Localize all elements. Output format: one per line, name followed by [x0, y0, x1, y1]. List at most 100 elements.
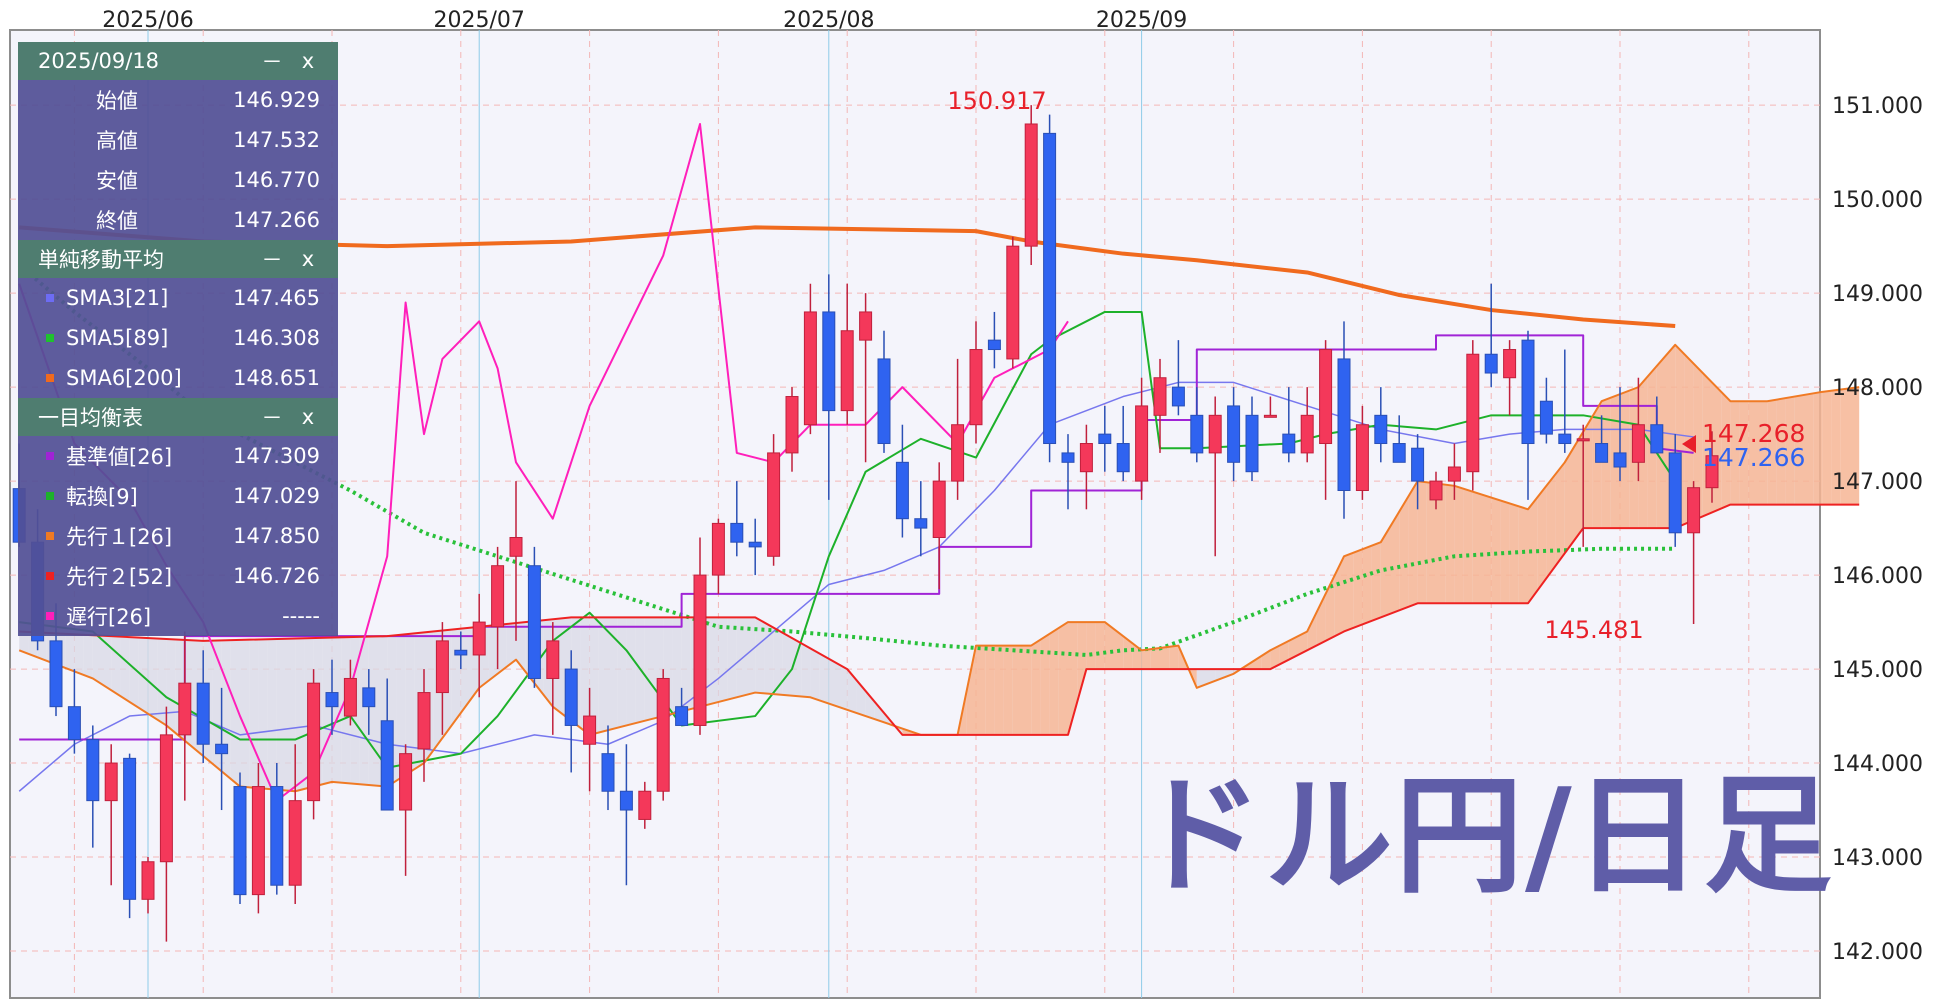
- ichimoku-value: 146.726: [233, 564, 320, 588]
- ichimoku-cloud-segment: [1436, 483, 1446, 604]
- candle-body: [748, 541, 762, 548]
- candle-body: [141, 861, 155, 900]
- ichimoku-cloud-segment: [1307, 612, 1317, 651]
- ichimoku-cloud-segment: [1077, 622, 1087, 702]
- candle-body: [307, 682, 321, 802]
- candle-body: [67, 706, 81, 741]
- ichimoku-cloud-segment: [1270, 645, 1280, 670]
- ichimoku-cloud-segment: [1316, 593, 1326, 646]
- candle-body: [1006, 245, 1020, 360]
- ichimoku-cloud-segment: [874, 701, 884, 723]
- ichimoku-cloud-segment: [1224, 669, 1234, 678]
- close-button[interactable]: x: [301, 405, 315, 429]
- ichimoku-cloud-segment: [672, 617, 682, 714]
- ichimoku-cloud-segment: [1748, 401, 1758, 505]
- ichimoku-cloud-segment: [1160, 646, 1170, 670]
- ichimoku-cloud-segment: [626, 617, 636, 726]
- ichimoku-cloud-segment: [681, 617, 691, 712]
- ichimoku-cloud-segment: [249, 639, 259, 789]
- ohlc-label: 安値: [96, 169, 138, 193]
- legend-swatch: [46, 572, 54, 580]
- y-tick-label: 150.000: [1832, 188, 1923, 213]
- ichimoku-cloud-segment: [102, 635, 112, 691]
- ichimoku-cloud-segment: [1546, 474, 1556, 579]
- series-line: [19, 225, 1676, 329]
- ichimoku-cloud-segment: [1583, 416, 1593, 529]
- ichimoku-row: 転換[9] 147.029: [18, 476, 338, 516]
- ichimoku-cloud-segment: [801, 643, 811, 698]
- ichimoku-cloud-segment: [368, 636, 378, 786]
- ichimoku-cloud-segment: [129, 637, 139, 708]
- candle-body: [564, 668, 578, 726]
- ichimoku-cloud-segment: [838, 663, 848, 710]
- candle-body: [1116, 443, 1130, 473]
- candle-body: [1392, 443, 1406, 463]
- ichimoku-cloud-segment: [74, 634, 84, 675]
- ichimoku-cloud-segment: [1601, 397, 1611, 529]
- ichimoku-cloud-segment: [644, 617, 654, 721]
- ichimoku-cloud-segment: [1150, 647, 1160, 670]
- minimize-button[interactable]: －: [261, 50, 283, 74]
- candle-body: [86, 739, 100, 802]
- candle-body: [1521, 339, 1535, 445]
- ichimoku-cloud-segment: [617, 617, 627, 728]
- y-tick-label: 148.000: [1832, 376, 1923, 401]
- ohlc-row-high: 高値 147.532: [18, 120, 338, 160]
- candle-body: [1466, 353, 1480, 473]
- ichimoku-cloud-segment: [865, 690, 875, 720]
- sma-label: SMA3[21]: [66, 286, 169, 310]
- y-tick-label: 143.000: [1832, 846, 1923, 871]
- candle-body: [1079, 443, 1093, 473]
- high-annotation: 150.917: [947, 87, 1046, 115]
- ichimoku-cloud-segment: [736, 617, 746, 698]
- candle-body: [1024, 123, 1038, 247]
- candle-body: [1687, 487, 1701, 534]
- candle-body: [1558, 433, 1572, 445]
- candle-body: [583, 715, 597, 745]
- ichimoku-cloud-segment: [1288, 636, 1298, 660]
- ichimoku-cloud-segment: [1721, 391, 1731, 509]
- ichimoku-cloud-segment: [1785, 396, 1795, 505]
- candle-body: [178, 682, 192, 736]
- y-tick-label: 147.000: [1832, 470, 1923, 495]
- ichimoku-cloud-segment: [230, 639, 240, 787]
- series-line: [18, 343, 1860, 793]
- candle-body: [546, 640, 560, 679]
- ichimoku-cloud-segment: [1325, 575, 1335, 641]
- ichimoku-row: 遅行[26] -----: [18, 596, 338, 636]
- close-button[interactable]: x: [301, 247, 315, 271]
- candle-body: [1190, 414, 1204, 454]
- price-marker-icon: [1682, 435, 1696, 453]
- ichimoku-label: 転換[9]: [66, 485, 138, 509]
- ichimoku-cloud-segment: [966, 645, 976, 735]
- ichimoku-cloud-segment: [258, 639, 268, 789]
- ichimoku-cloud-segment: [1822, 390, 1832, 505]
- ohlc-row-close: 終値 147.266: [18, 200, 338, 240]
- sma-panel-header: 単純移動平均 － x: [18, 240, 338, 278]
- ohlc-row-low: 安値 146.770: [18, 160, 338, 200]
- ichimoku-cloud-segment: [1840, 388, 1850, 505]
- ichimoku-cloud-segment: [1463, 488, 1473, 604]
- ichimoku-cloud-segment: [727, 617, 737, 700]
- candle-body: [693, 574, 707, 726]
- candle-body: [49, 640, 63, 708]
- ichimoku-cloud-segment: [332, 637, 342, 783]
- low-annotation: 145.481: [1544, 616, 1643, 644]
- ichimoku-cloud-segment: [828, 658, 838, 707]
- y-tick-label: 146.000: [1832, 564, 1923, 589]
- ichimoku-cloud-segment: [1040, 633, 1050, 735]
- legend-swatch: [46, 452, 54, 460]
- minimize-button[interactable]: －: [261, 248, 283, 272]
- ohlc-value: 147.266: [233, 208, 320, 232]
- ichimoku-cloud-segment: [1592, 401, 1602, 529]
- ichimoku-cloud-segment: [819, 653, 829, 704]
- ichimoku-cloud-segment: [1850, 387, 1860, 505]
- legend-swatch: [46, 374, 54, 382]
- close-button[interactable]: x: [301, 49, 315, 73]
- ichimoku-value: 147.029: [233, 484, 320, 508]
- candle-body: [1355, 424, 1369, 492]
- ichimoku-cloud-segment: [1206, 669, 1216, 685]
- minimize-button[interactable]: －: [261, 406, 283, 430]
- candle-body: [472, 621, 486, 656]
- candle-body: [1153, 377, 1167, 416]
